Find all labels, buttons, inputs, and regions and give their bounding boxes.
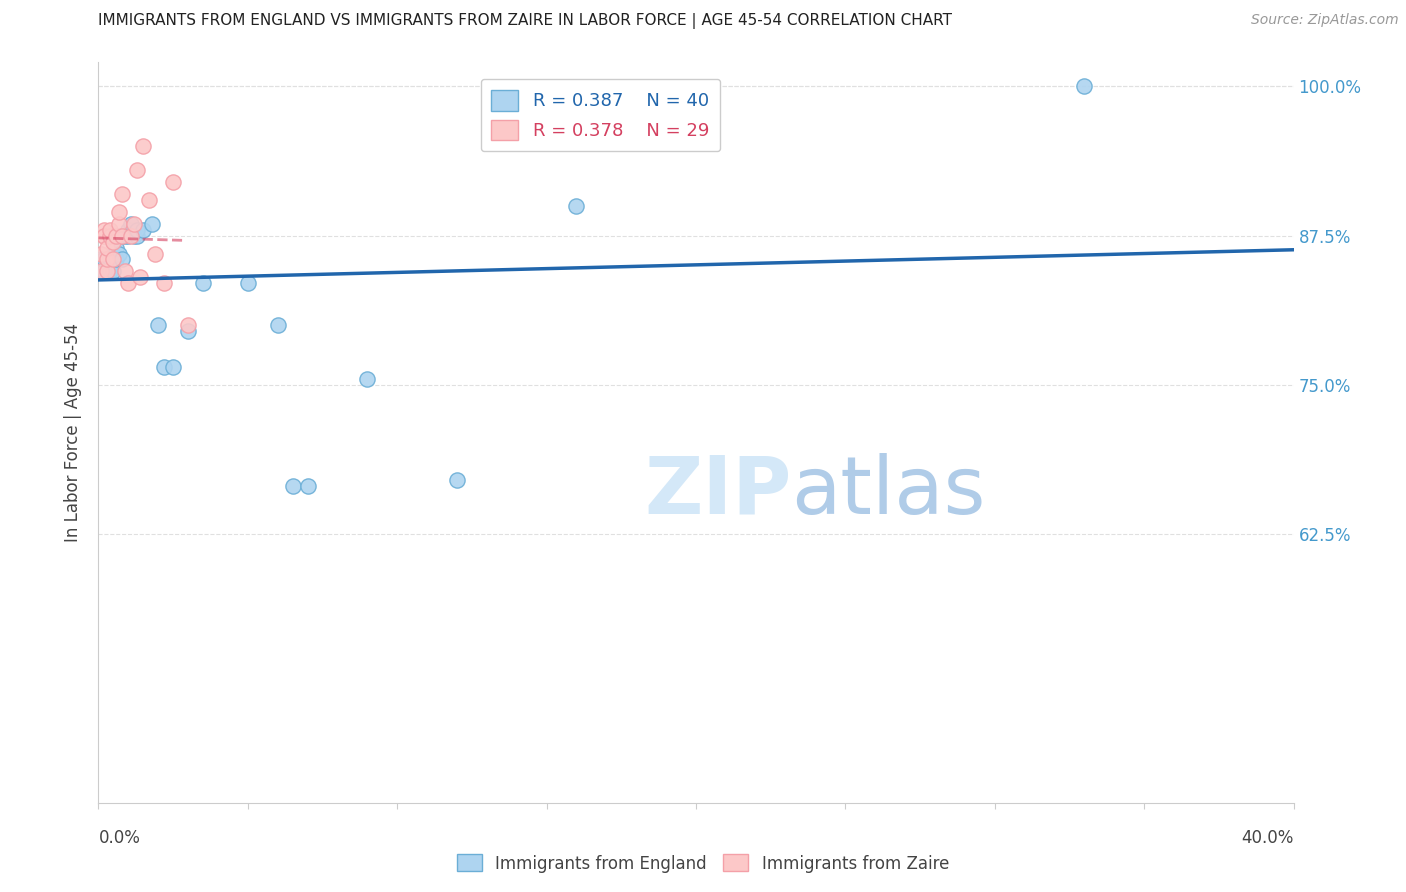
Point — [153, 277, 176, 291]
Point — [108, 228, 131, 243]
Text: atlas: atlas — [792, 453, 986, 531]
Point — [114, 264, 136, 278]
Point — [124, 228, 146, 243]
Text: ZIP: ZIP — [644, 453, 792, 531]
Point — [105, 241, 128, 255]
Point — [111, 252, 134, 267]
Point — [148, 318, 170, 333]
Point — [177, 318, 200, 333]
Point — [111, 228, 134, 243]
Point — [127, 228, 149, 243]
Point — [191, 277, 214, 291]
Point — [103, 264, 125, 278]
Point — [96, 264, 118, 278]
Point — [96, 264, 118, 278]
Point — [111, 186, 134, 201]
Point — [103, 235, 125, 249]
Point — [129, 270, 152, 285]
Point — [356, 372, 378, 386]
Point — [100, 264, 122, 278]
Point — [103, 235, 125, 249]
Point — [162, 175, 184, 189]
Point — [96, 252, 118, 267]
Point — [127, 222, 149, 236]
Point — [117, 228, 139, 243]
Point — [93, 264, 115, 278]
Point — [90, 252, 112, 267]
Point — [93, 252, 115, 267]
Point — [90, 246, 112, 260]
Point — [127, 162, 149, 177]
Point — [108, 246, 131, 260]
Point — [105, 228, 128, 243]
Point — [132, 222, 155, 236]
Point — [90, 264, 112, 278]
Point — [132, 139, 155, 153]
Point — [565, 199, 588, 213]
Point — [162, 359, 184, 374]
Point — [297, 479, 319, 493]
Point — [108, 204, 131, 219]
Point — [141, 217, 163, 231]
Text: IMMIGRANTS FROM ENGLAND VS IMMIGRANTS FROM ZAIRE IN LABOR FORCE | AGE 45-54 CORR: IMMIGRANTS FROM ENGLAND VS IMMIGRANTS FR… — [98, 13, 952, 29]
Point — [96, 252, 118, 267]
Text: 40.0%: 40.0% — [1241, 829, 1294, 847]
Point — [108, 217, 131, 231]
Point — [96, 241, 118, 255]
Point — [111, 228, 134, 243]
Point — [138, 193, 160, 207]
Point — [100, 252, 122, 267]
Point — [103, 252, 125, 267]
Point — [120, 217, 142, 231]
Text: Source: ZipAtlas.com: Source: ZipAtlas.com — [1251, 13, 1399, 28]
Legend: Immigrants from England, Immigrants from Zaire: Immigrants from England, Immigrants from… — [450, 847, 956, 880]
Point — [1073, 79, 1095, 94]
Point — [446, 474, 468, 488]
Point — [177, 324, 200, 338]
Point — [105, 252, 128, 267]
Point — [93, 228, 115, 243]
Point — [236, 277, 259, 291]
Point — [120, 222, 142, 236]
Point — [114, 228, 136, 243]
Point — [153, 359, 176, 374]
Point — [90, 264, 112, 278]
Point — [117, 277, 139, 291]
Point — [93, 222, 115, 236]
Point — [103, 252, 125, 267]
Text: 0.0%: 0.0% — [98, 829, 141, 847]
Point — [281, 479, 304, 493]
Point — [100, 222, 122, 236]
Y-axis label: In Labor Force | Age 45-54: In Labor Force | Age 45-54 — [65, 323, 83, 542]
Point — [124, 217, 146, 231]
Point — [100, 228, 122, 243]
Legend: R = 0.387    N = 40, R = 0.378    N = 29: R = 0.387 N = 40, R = 0.378 N = 29 — [481, 78, 720, 152]
Point — [120, 228, 142, 243]
Point — [267, 318, 290, 333]
Point — [117, 222, 139, 236]
Point — [143, 246, 166, 260]
Point — [93, 228, 115, 243]
